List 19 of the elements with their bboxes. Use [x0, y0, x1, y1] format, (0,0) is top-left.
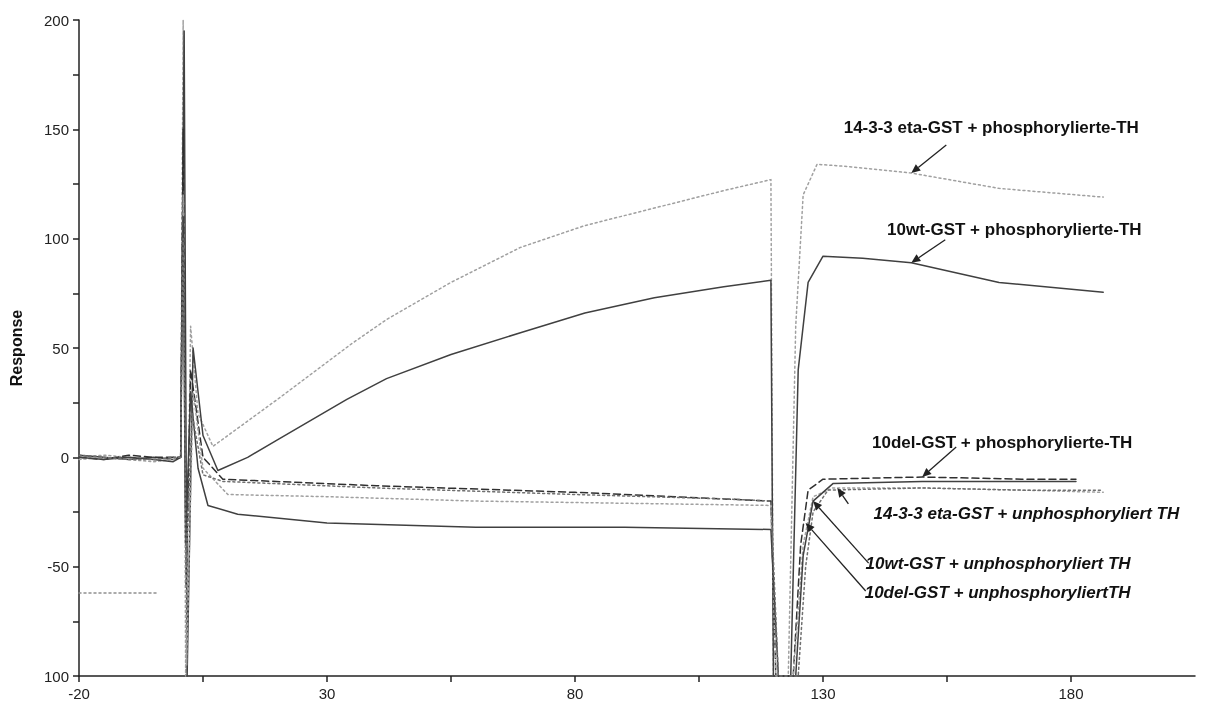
y-tick-label: 200: [43, 11, 69, 29]
y-tick-label: 50: [52, 339, 69, 357]
x-tick-label: 80: [566, 685, 584, 702]
y-tick-label: 0: [60, 448, 69, 466]
x-tick-label: -20: [68, 685, 90, 702]
y-tick-label: 150: [43, 120, 69, 138]
x-tick-label: 180: [1058, 685, 1084, 702]
annotation: 10wt-GST + phosphorylierte-TH: [887, 220, 1142, 240]
annotation: 10del-GST + phosphorylierte-TH: [872, 432, 1133, 452]
annotation: 14-3-3 eta-GST + phosphorylierte-TH: [843, 117, 1139, 137]
y-tick-label: 100: [43, 667, 69, 685]
annotation: 14-3-3 eta-GST + unphosphoryliert TH: [873, 504, 1180, 524]
y-axis-title: Response: [7, 309, 25, 387]
y-tick-label: -50: [47, 558, 69, 576]
y-tick-label: 100: [43, 230, 69, 248]
x-tick-label: 130: [810, 685, 836, 702]
annotation: 10wt-GST + unphosphoryliert TH: [865, 553, 1132, 573]
x-tick-label: 30: [318, 685, 336, 702]
annotation: 10del-GST + unphosphoryliertTH: [864, 583, 1132, 603]
